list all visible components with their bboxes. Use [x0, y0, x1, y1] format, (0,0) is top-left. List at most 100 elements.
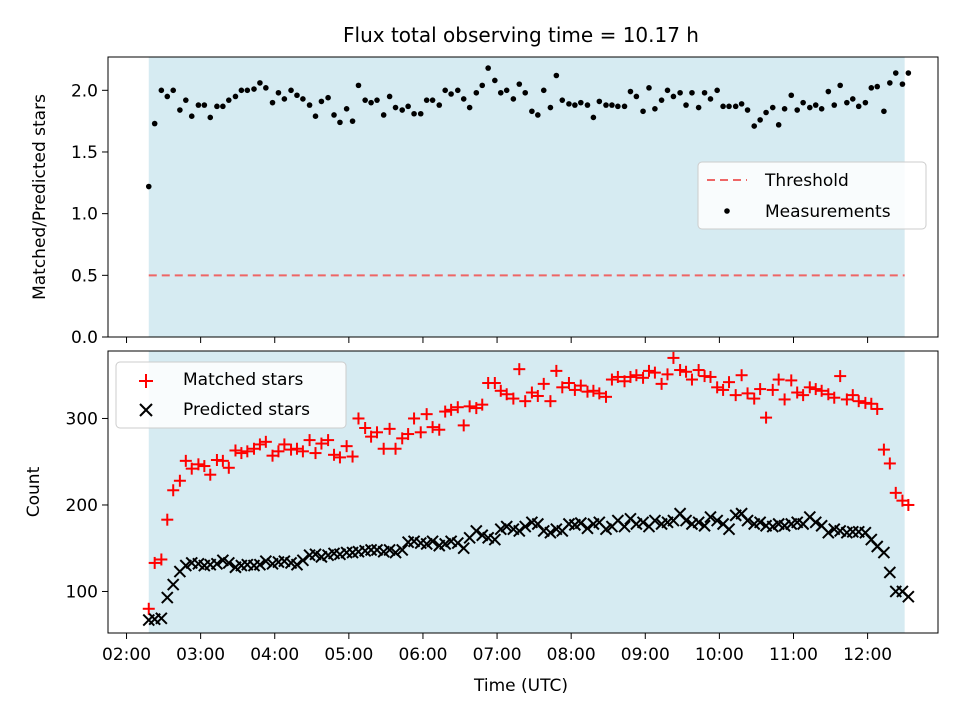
- measurement-point: [214, 103, 220, 110]
- count-y-axis-label: Count: [24, 466, 44, 517]
- matched-star-marker: [204, 468, 217, 481]
- matched-star-marker: [685, 373, 698, 386]
- matched-star-marker: [340, 440, 353, 453]
- ratio-y-tick-label: 1.0: [71, 205, 98, 225]
- predicted-star-marker: [902, 590, 915, 603]
- matched-star-marker: [537, 377, 550, 390]
- measurement-point: [164, 93, 171, 100]
- measurement-point: [818, 106, 825, 112]
- matched-star-marker: [550, 364, 563, 377]
- measurement-point: [492, 77, 498, 84]
- measurement-point: [510, 96, 517, 102]
- count-y-tick-label: 100: [66, 582, 98, 602]
- matched-star-marker: [507, 392, 520, 405]
- matched-star-marker: [605, 373, 618, 386]
- matched-star-marker: [192, 458, 205, 471]
- matched-star-marker: [877, 443, 890, 456]
- matched-star-marker: [235, 447, 248, 460]
- measurement-point: [615, 103, 621, 110]
- predicted-star-marker: [618, 520, 631, 533]
- matched-star-marker: [402, 428, 415, 441]
- measurement-point: [275, 89, 282, 96]
- measurement-point: [399, 107, 406, 113]
- measurement-point: [238, 87, 245, 94]
- measurement-point: [312, 113, 319, 120]
- count-x-tick-label: 03:00: [176, 645, 225, 665]
- matched-star-marker: [642, 364, 655, 377]
- measurement-point: [263, 85, 269, 91]
- count-y-tick-label: 200: [66, 496, 98, 516]
- measurement-point: [473, 89, 480, 96]
- matched-star-marker: [148, 556, 161, 569]
- count-panel: 100 200 300 02:00 03:00 04:00 05:00 06:00 07:00…: [24, 350, 939, 696]
- matched-star-marker: [185, 462, 198, 475]
- measurement-point: [596, 98, 603, 105]
- measurement-point: [720, 103, 726, 110]
- measurement-point: [355, 82, 362, 89]
- measurement-point: [670, 93, 677, 100]
- matched-star-marker: [272, 445, 285, 458]
- measurement-point: [368, 99, 374, 106]
- measurement-point: [572, 102, 578, 108]
- predicted-star-marker: [877, 546, 891, 559]
- measurement-point: [714, 87, 720, 94]
- measurement-point: [868, 85, 875, 91]
- measurement-point: [429, 97, 436, 103]
- predicted-star-marker: [210, 557, 224, 571]
- matched-star-marker: [600, 390, 612, 403]
- matched-star-marker: [241, 445, 254, 458]
- predicted-star-marker: [426, 535, 439, 548]
- measurement-point: [547, 104, 554, 111]
- measurement-point: [683, 102, 689, 108]
- measurement-point: [170, 87, 177, 94]
- matched-star-marker: [741, 387, 754, 400]
- measurement-point: [788, 92, 795, 99]
- matched-star-marker: [513, 363, 526, 376]
- measurement-point: [288, 87, 294, 94]
- measurement-point: [899, 81, 906, 87]
- measurement-point: [374, 97, 380, 103]
- ratio-axes-frame: [107, 56, 939, 338]
- measurement-point: [318, 98, 325, 105]
- matched-star-marker: [426, 421, 439, 434]
- chart-title: Flux total observing time = 10.17 h: [343, 23, 699, 47]
- measurement-point: [763, 109, 769, 116]
- measurement-point: [738, 101, 745, 107]
- measurement-point: [417, 110, 424, 117]
- matched-star-marker: [389, 442, 402, 455]
- matched-star-marker: [680, 365, 693, 378]
- matched-star-marker: [463, 400, 476, 413]
- measurement-point: [701, 89, 708, 96]
- measurement-point: [405, 103, 411, 110]
- measurement-point: [195, 102, 202, 108]
- measurement-point: [855, 103, 862, 110]
- measurement-point: [145, 183, 152, 190]
- matched-star-marker: [167, 484, 180, 497]
- measurement-point: [892, 70, 899, 76]
- count-x-ticks: 02:00 03:00 04:00 05:00 06:00 07:00 08:00 09:00…: [102, 633, 892, 665]
- measurement-point: [423, 97, 430, 103]
- predicted-star-marker: [222, 556, 236, 570]
- matched-star-marker: [754, 383, 767, 396]
- measurement-point: [849, 96, 856, 102]
- matched-star-marker: [296, 445, 309, 458]
- matched-star-marker: [785, 374, 798, 387]
- matched-star-markers: [142, 351, 915, 615]
- measurement-point: [566, 101, 572, 107]
- predicted-star-marker: [698, 519, 711, 532]
- ratio-y-tick-label: 2.0: [71, 81, 98, 101]
- measurement-point: [454, 87, 461, 94]
- measurement-point: [158, 87, 165, 94]
- measurement-point: [825, 88, 832, 95]
- count-x-tick-label: 09:00: [621, 645, 670, 665]
- predicted-star-marker: [395, 543, 409, 557]
- matched-star-marker: [692, 364, 705, 377]
- predicted-star-marker: [470, 524, 483, 538]
- measurement-point: [905, 70, 912, 76]
- measurement-point: [837, 82, 843, 89]
- measurement-point: [497, 89, 504, 96]
- ratio-y-ticks: 0.0 0.5 1.0 1.5 2.0: [71, 81, 108, 348]
- legend-matched-label: Matched stars: [183, 370, 303, 390]
- measurement-point: [633, 93, 640, 100]
- measurement-point: [325, 94, 331, 101]
